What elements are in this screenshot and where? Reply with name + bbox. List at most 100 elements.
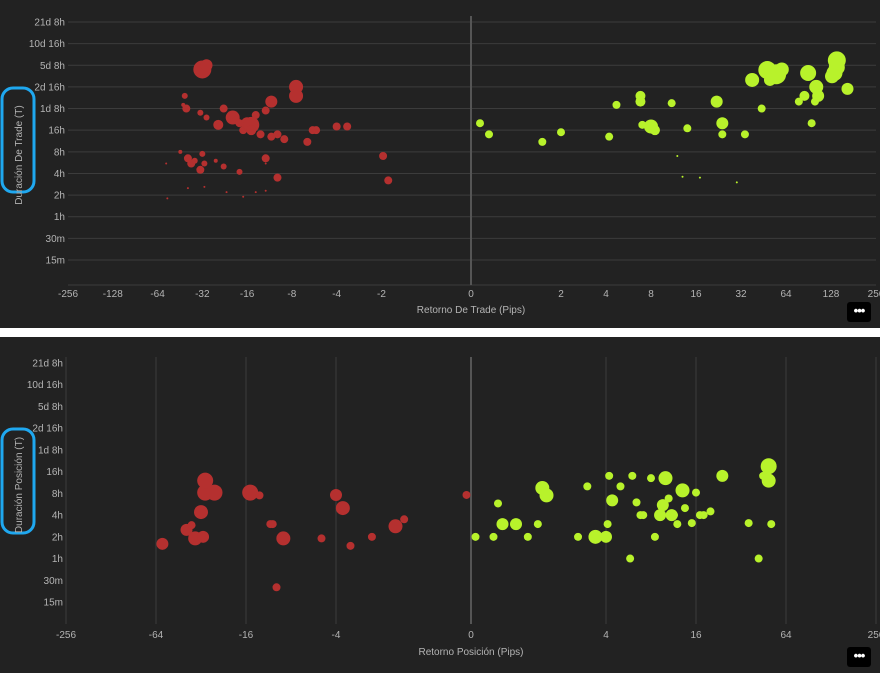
gain-point <box>687 519 696 528</box>
y-tick-label: 4h <box>52 511 63 522</box>
y-tick-label: 30m <box>44 576 63 587</box>
loss-point <box>201 160 208 167</box>
loss-point <box>200 59 213 72</box>
gain-point <box>800 64 817 81</box>
loss-point <box>273 173 282 182</box>
loss-point <box>280 135 289 144</box>
gain-point <box>735 181 738 184</box>
gain-point <box>681 175 684 178</box>
loss-point <box>203 114 210 121</box>
gain-point <box>588 529 603 544</box>
chart-menu-button[interactable]: ••• <box>847 302 871 322</box>
loss-point <box>400 515 409 524</box>
loss-point <box>462 490 471 499</box>
gain-point <box>744 519 753 528</box>
x-tick-label: 16 <box>690 630 702 641</box>
loss-point <box>242 195 245 198</box>
ellipsis-icon: ••• <box>853 648 866 663</box>
gain-point <box>600 530 612 543</box>
loss-point <box>186 187 189 190</box>
loss-point <box>332 122 341 131</box>
y-axis-label: Duración De Trade (T) <box>14 105 25 204</box>
loss-point <box>165 162 168 165</box>
loss-point <box>255 491 264 500</box>
loss-point <box>236 168 243 175</box>
x-tick-label: 128 <box>823 289 840 300</box>
gain-point <box>757 104 766 113</box>
y-tick-label: 5d 8h <box>40 61 65 72</box>
y-tick-label: 1h <box>52 554 63 565</box>
loss-point <box>264 162 267 165</box>
loss-point <box>254 191 257 194</box>
y-tick-label: 21d 8h <box>34 18 65 29</box>
x-tick-label: -32 <box>195 289 210 300</box>
loss-point <box>220 163 227 170</box>
y-tick-label: 10d 16h <box>29 39 65 50</box>
gain-point <box>494 499 502 508</box>
gain-point <box>710 95 723 108</box>
gain-point <box>673 520 682 529</box>
x-tick-label: 256 <box>868 630 880 641</box>
gain-point <box>603 520 612 529</box>
points-layer <box>165 51 854 200</box>
gain-point <box>827 51 846 70</box>
loss-point <box>181 92 188 99</box>
y-tick-label: 16h <box>48 126 65 137</box>
gain-point <box>647 474 655 483</box>
loss-point <box>225 191 228 194</box>
gain-point <box>718 130 727 139</box>
gain-point <box>706 507 715 516</box>
loss-point <box>312 126 321 135</box>
y-tick-label: 8h <box>52 489 63 500</box>
x-tick-label: -256 <box>56 630 76 641</box>
position-chart-panel: Duración Posición (T) Retorno Posición (… <box>0 337 880 673</box>
x-tick-label: 256 <box>868 289 880 300</box>
x-axis-label: Retorno Posición (Pips) <box>418 647 523 658</box>
x-tick-label: -16 <box>239 630 254 641</box>
gain-point <box>675 483 690 498</box>
gain-point <box>807 119 816 128</box>
y-tick-label: 5d 8h <box>38 402 63 413</box>
loss-point <box>246 125 257 136</box>
x-tick-label: 64 <box>780 289 792 300</box>
loss-point <box>166 197 169 200</box>
gain-point <box>698 176 701 179</box>
y-tick-label: 1d 8h <box>40 104 65 115</box>
x-tick-label: -16 <box>240 289 255 300</box>
gain-point <box>794 97 803 106</box>
gain-point <box>539 488 554 503</box>
loss-point <box>213 119 224 130</box>
loss-point <box>335 501 350 516</box>
loss-point <box>261 106 270 115</box>
x-tick-label: -4 <box>332 630 341 641</box>
x-tick-label: 8 <box>648 289 654 300</box>
y-tick-label: 16h <box>46 467 63 478</box>
loss-point <box>178 149 183 154</box>
gain-point <box>664 494 673 503</box>
chart-menu-button[interactable]: ••• <box>847 647 871 667</box>
y-tick-label: 2h <box>54 191 65 202</box>
loss-point <box>197 109 204 116</box>
grid-layer <box>65 357 877 624</box>
x-axis-label: Retorno De Trade (Pips) <box>417 305 525 316</box>
gain-point <box>538 137 547 146</box>
loss-point <box>242 484 259 501</box>
loss-point <box>379 151 388 160</box>
y-tick-label: 30m <box>46 234 65 245</box>
gain-point <box>745 72 760 87</box>
gain-point <box>626 554 635 563</box>
gain-point <box>606 494 619 507</box>
y-tick-label: 2d 16h <box>34 82 65 93</box>
gain-point <box>583 482 592 491</box>
gain-point <box>669 511 678 520</box>
gain-point <box>496 518 509 531</box>
gain-point <box>692 488 700 497</box>
x-tick-label: -64 <box>149 630 164 641</box>
loss-point <box>191 157 198 164</box>
trade-chart-panel: Duración De Trade (T) Retorno De Trade (… <box>0 0 880 328</box>
loss-point <box>197 530 210 543</box>
loss-point <box>384 176 393 185</box>
loss-point <box>317 534 326 543</box>
loss-point <box>343 122 352 131</box>
x-tick-label: -64 <box>150 289 165 300</box>
